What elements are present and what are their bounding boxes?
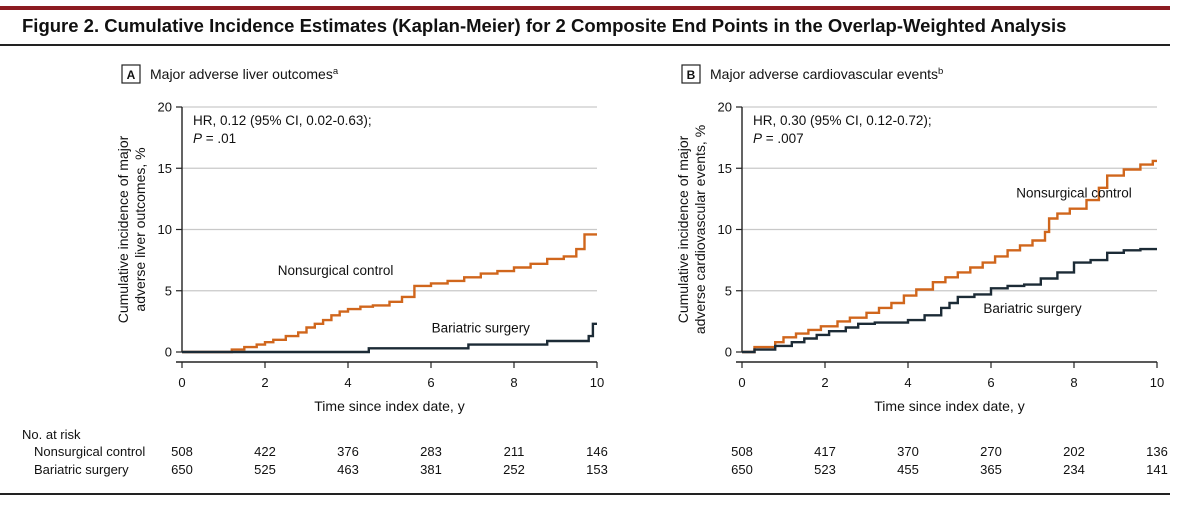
panel-title: Major adverse liver outcomesa [150, 66, 339, 82]
figure-title: Figure 2. Cumulative Incidence Estimates… [22, 15, 1067, 36]
x-tick-label: 8 [1070, 375, 1077, 390]
y-tick-label: 20 [718, 100, 732, 115]
series-label-bariatric-surgery: Bariatric surgery [432, 320, 531, 335]
at-risk-value: 381 [420, 462, 442, 477]
y-axis-label-line: adverse liver outcomes, % [132, 147, 148, 311]
x-tick-label: 4 [344, 375, 351, 390]
accent-bar [0, 6, 1170, 10]
y-tick-label: 10 [158, 222, 172, 237]
x-axis-label: Time since index date, y [314, 398, 464, 414]
p-label: P [193, 131, 202, 146]
series-label-bariatric-surgery: Bariatric surgery [983, 301, 1082, 316]
panel-title-footnote: a [333, 66, 339, 77]
at-risk-value: 153 [586, 462, 608, 477]
series-label-nonsurgical-control: Nonsurgical control [278, 263, 394, 278]
at-risk-value: 463 [337, 462, 359, 477]
at-risk-value: 650 [731, 462, 753, 477]
p-value: = .01 [202, 131, 236, 146]
at-risk-value: 146 [586, 444, 608, 459]
y-axis-label-line: adverse cardiovascular events, % [692, 125, 708, 334]
x-tick-label: 10 [1150, 375, 1164, 390]
hazard-ratio-text: HR, 0.30 (95% CI, 0.12-0.72); [753, 113, 932, 128]
km-curve-nonsurgical-control [742, 159, 1157, 354]
risk-table-row-label: Bariatric surgery [34, 462, 129, 477]
y-tick-label: 20 [158, 100, 172, 115]
at-risk-value: 211 [504, 444, 525, 459]
p-label: P [753, 131, 762, 146]
at-risk-value: 370 [897, 444, 919, 459]
x-axis-label: Time since index date, y [874, 398, 1024, 414]
at-risk-value: 234 [1063, 462, 1085, 477]
panel-letter-box [681, 64, 701, 84]
y-tick-label: 15 [158, 161, 172, 176]
panel-b: B Major adverse cardiovascular eventsb 0 5 1… [675, 64, 1168, 477]
y-tick-label: 10 [718, 222, 732, 237]
p-value-text: P = .01 [193, 131, 236, 146]
x-tick-label: 6 [987, 375, 994, 390]
panel-letter: B [687, 68, 696, 82]
series-label-nonsurgical-control: Nonsurgical control [1016, 186, 1132, 201]
x-tick-label: 4 [904, 375, 911, 390]
panel-letter: A [127, 68, 136, 82]
p-value-text: P = .007 [753, 131, 804, 146]
at-risk-value: 365 [980, 462, 1002, 477]
at-risk-value: 252 [503, 462, 525, 477]
y-tick-label: 0 [725, 345, 732, 360]
at-risk-value: 283 [420, 444, 442, 459]
at-risk-value: 525 [254, 462, 276, 477]
at-risk-value: 136 [1146, 444, 1168, 459]
at-risk-value: 650 [171, 462, 193, 477]
at-risk-value: 202 [1063, 444, 1085, 459]
panel-a: A Major adverse liver outcomesa 0 5 10 15 20 0 2… [115, 64, 608, 477]
at-risk-value: 270 [980, 444, 1002, 459]
panel-letter-box [121, 64, 141, 84]
at-risk-value: 508 [171, 444, 193, 459]
y-tick-label: 15 [718, 161, 732, 176]
at-risk-value: 508 [731, 444, 753, 459]
at-risk-value: 417 [814, 444, 836, 459]
panel-title-footnote: b [938, 66, 943, 77]
panel-title-text: Major adverse liver outcomes [150, 66, 333, 82]
x-tick-label: 8 [510, 375, 517, 390]
title-divider [0, 44, 1170, 46]
p-value: = .007 [762, 131, 804, 146]
y-axis-label-line: Cumulative incidence of major [115, 135, 131, 323]
at-risk-value: 455 [897, 462, 919, 477]
km-curve-nonsurgical-control [182, 233, 597, 354]
x-tick-label: 6 [427, 375, 434, 390]
at-risk-value: 376 [337, 444, 359, 459]
x-tick-label: 10 [590, 375, 604, 390]
y-tick-label: 5 [165, 283, 172, 298]
risk-table-heading: No. at risk [22, 427, 81, 442]
y-tick-label: 5 [725, 283, 732, 298]
panel-title: Major adverse cardiovascular eventsb [710, 66, 943, 82]
panel-title-text: Major adverse cardiovascular events [710, 66, 938, 82]
x-tick-label: 0 [738, 375, 745, 390]
at-risk-value: 141 [1146, 462, 1168, 477]
x-tick-label: 2 [261, 375, 268, 390]
risk-table-row-label: Nonsurgical control [34, 444, 145, 459]
x-tick-label: 0 [178, 375, 185, 390]
km-curve-bariatric-surgery [182, 322, 597, 354]
bottom-divider [0, 493, 1170, 495]
y-axis-label-line: Cumulative incidence of major [675, 135, 691, 323]
y-tick-label: 0 [165, 345, 172, 360]
at-risk-value: 422 [254, 444, 276, 459]
km-curve-bariatric-surgery [742, 247, 1157, 354]
at-risk-value: 523 [814, 462, 836, 477]
hazard-ratio-text: HR, 0.12 (95% CI, 0.02-0.63); [193, 113, 372, 128]
x-tick-label: 2 [821, 375, 828, 390]
